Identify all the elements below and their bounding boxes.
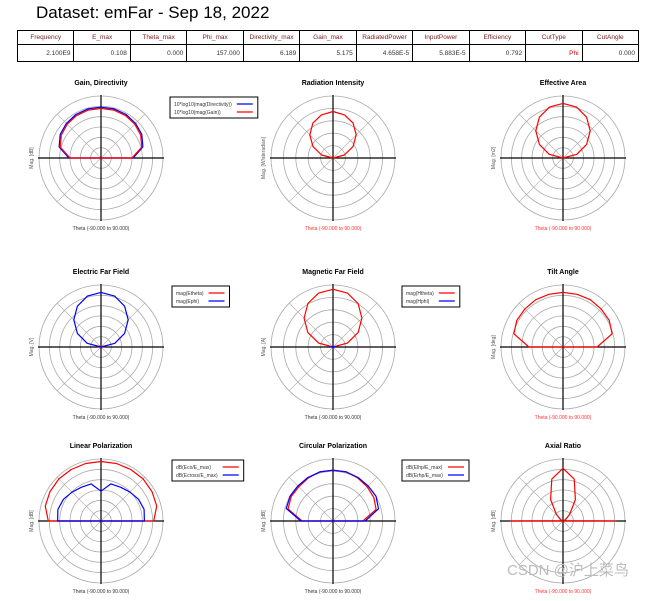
x-axis-label: Theta (-90.000 to 90.000) (305, 589, 362, 595)
plot-title: Circular Polarization (299, 443, 367, 450)
legend-entry: mag(Hphi) (406, 299, 430, 305)
x-axis-label: Theta (-90.000 to 90.000) (305, 226, 362, 232)
polar-plot: Magnetic Far Field Mag. [A] Theta (-90.000… (261, 269, 461, 421)
x-axis-label: Theta (-90.000 to 90.000) (73, 589, 130, 595)
plot-title: Effective Area (540, 80, 587, 87)
x-axis-label: Theta (-90.000 to 90.000) (535, 226, 592, 232)
plot-title: Electric Far Field (73, 269, 129, 276)
plot-title: Axial Ratio (545, 443, 581, 450)
cell-value: 0.000 (581, 44, 640, 62)
series-curve (44, 460, 158, 522)
legend: mag(Etheta) mag(Ephi) (171, 285, 230, 308)
plot-title: Tilt Angle (547, 269, 579, 276)
y-axis-label: Mag. [W/steradian] (261, 136, 267, 179)
series-curve (309, 110, 357, 159)
legend-entry: mag(Ephi) (176, 299, 199, 305)
x-axis-label: Theta (-90.000 to 90.000) (535, 415, 592, 421)
legend: 10*log10(mag(Directivity)) 10*log10(mag(G… (169, 96, 259, 119)
series-curve (287, 469, 377, 522)
cell-value: 4.658E-5 (355, 44, 414, 62)
legend-entry: dB(Elhp/E_max) (406, 465, 443, 471)
legend-entry: 10*log10(mag(Gain)) (174, 110, 221, 116)
legend-entry: 10*log10(mag(Directivity)) (174, 102, 232, 108)
y-axis-label: Mag. [A] (261, 337, 267, 356)
polar-plot: Electric Far Field Mag. [V] Theta (-90.000… (29, 269, 230, 421)
polar-plot: Circular Polarization Mag. [dB] Theta (-90… (261, 443, 470, 595)
x-axis-label: Theta (-90.000 to 90.000) (73, 226, 130, 232)
legend: dB(Elhp/E_max) dB(Erhp/E_max) (401, 459, 470, 482)
dataset-title: Dataset: emFar - Sep 18, 2022 (36, 3, 270, 22)
series-curve (509, 467, 617, 522)
summary-table: Frequency E_max Theta_max Phi_max Directivit… (16, 30, 640, 62)
y-axis-label: Mag. [dB] (29, 510, 35, 532)
legend-entry: dB(Erhp/E_max) (406, 473, 443, 479)
legend-entry: dB(Eco/E_max) (176, 465, 211, 471)
polar-plot: Radiation Intensity Mag. [W/steradian] The… (261, 80, 396, 232)
plot-title: Gain, Directivity (74, 80, 127, 87)
legend-entry: dB(Ecross/E_max) (176, 473, 218, 479)
legend: dB(Eco/E_max) dB(Ecross/E_max) (171, 459, 245, 482)
polar-plot: Axial Ratio Mag. [dB] Theta (-90.000 to 90… (491, 443, 626, 595)
legend-entry: mag(Htheta) (406, 291, 434, 297)
x-axis-label: Theta (-90.000 to 90.000) (73, 415, 130, 421)
plot-title: Magnetic Far Field (302, 269, 363, 276)
x-axis-label: Theta (-90.000 to 90.000) (535, 589, 592, 595)
y-axis-label: Mag. [dB] (261, 510, 267, 532)
legend-entry: mag(Etheta) (176, 291, 204, 297)
cell-value: 157.000 (186, 44, 244, 62)
polar-plot: Effective Area Mag. [m2] Theta (-90.000 to… (491, 80, 626, 232)
series-curve (303, 288, 363, 348)
series-curve (59, 107, 143, 159)
x-axis-label: Theta (-90.000 to 90.000) (305, 415, 362, 421)
y-axis-label: Mag. [dB] (29, 147, 35, 169)
polar-plot: Linear Polarization Mag. [dB] Theta (-90.0… (29, 443, 245, 595)
series-curve (513, 291, 613, 348)
y-axis-label: Mag. [V] (29, 337, 35, 356)
y-axis-label: Mag. [dB] (491, 510, 497, 532)
plot-title: Linear Polarization (70, 443, 133, 450)
cell-value: 5.883E-5 (412, 44, 470, 62)
polar-plot: Gain, Directivity Mag. [dB] Theta (-90.000… (29, 80, 259, 232)
series-curve (58, 106, 144, 159)
y-axis-label: Mag. [m2] (491, 146, 497, 169)
legend: mag(Htheta) mag(Hphi) (401, 285, 461, 308)
series-curve (73, 291, 129, 348)
y-axis-label: Mag. [deg] (491, 335, 497, 359)
table-value-row: 2.100E9 0.108 0.000 157.000 6.189 5.175 4.658E… (16, 44, 640, 62)
watermark: CSDN @沪上菜鸟 (507, 562, 629, 579)
polar-plot: Tilt Angle Mag. [deg] Theta (-90.000 to 90… (491, 269, 626, 421)
plot-title: Radiation Intensity (302, 80, 365, 87)
series-curve (56, 483, 145, 522)
series-curve (535, 102, 591, 159)
series-curve (285, 469, 380, 522)
